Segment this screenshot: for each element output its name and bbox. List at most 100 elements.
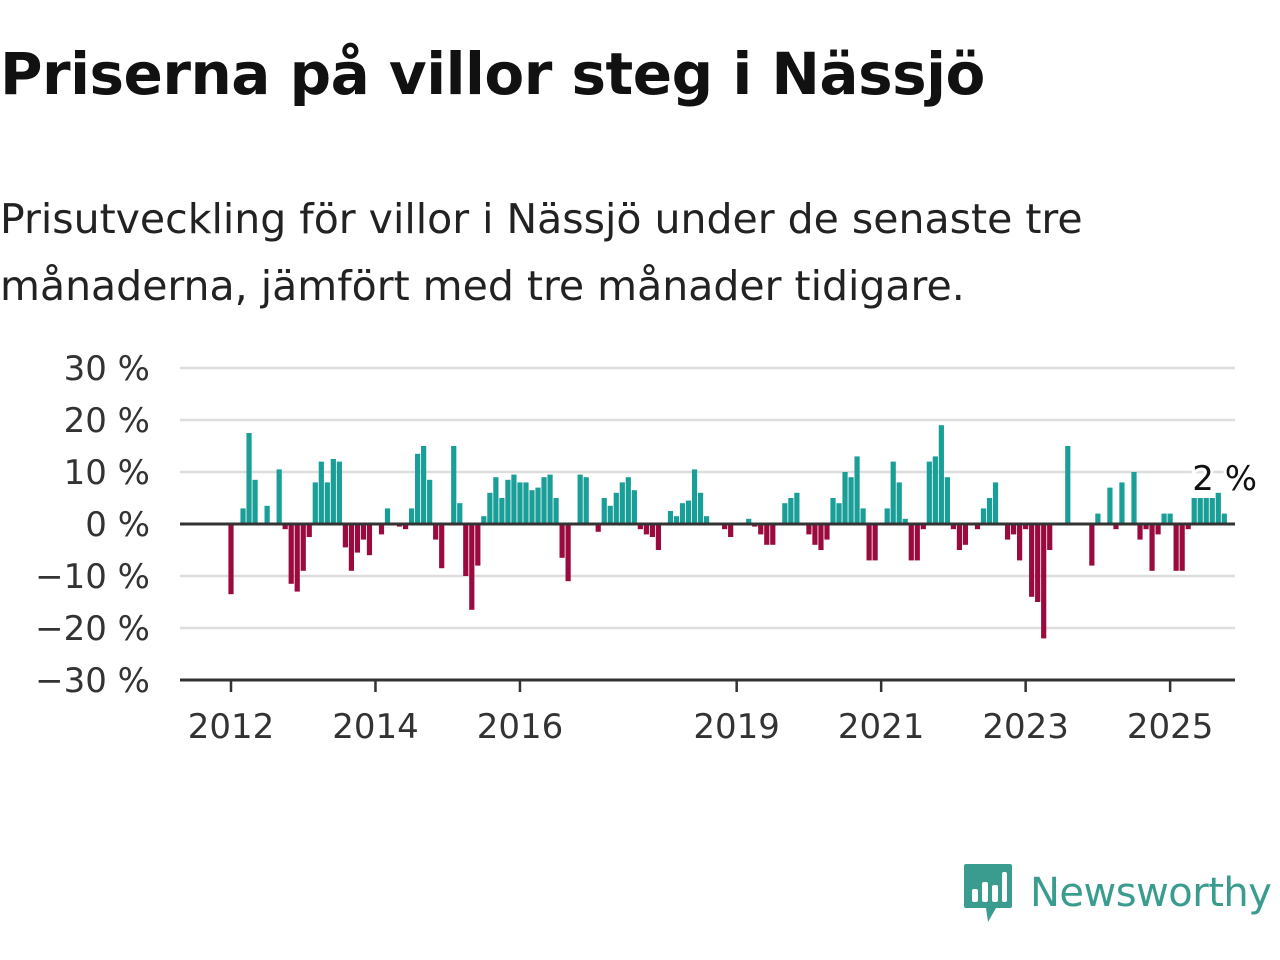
bar <box>475 524 481 566</box>
bar <box>1143 524 1149 530</box>
bar <box>613 492 619 524</box>
bar <box>992 482 999 524</box>
brand-logo: Newsworthy <box>962 862 1272 924</box>
bar <box>1221 513 1227 524</box>
y-tick-label: 0 % <box>85 505 150 545</box>
bar <box>330 459 336 524</box>
bar <box>354 524 361 553</box>
bar <box>649 524 655 537</box>
bar <box>565 524 571 582</box>
bar <box>1017 524 1023 561</box>
bar <box>487 492 493 524</box>
bar <box>728 524 734 537</box>
bar <box>848 477 854 524</box>
y-tick-label: 20 % <box>64 401 150 441</box>
bar <box>1023 524 1029 530</box>
bar <box>697 492 704 524</box>
bar <box>306 524 312 537</box>
bar <box>252 479 258 524</box>
bar <box>264 505 270 524</box>
bar <box>619 482 625 524</box>
bar <box>1167 513 1173 524</box>
bar <box>523 482 529 524</box>
y-tick-label: 10 % <box>64 453 150 493</box>
bar <box>679 503 686 524</box>
bar <box>300 524 306 571</box>
bar <box>908 524 914 561</box>
bar <box>950 524 956 530</box>
bar <box>722 524 728 530</box>
bar <box>860 508 866 524</box>
bar <box>842 472 848 524</box>
bar <box>577 474 583 524</box>
bar <box>240 508 246 524</box>
x-tick-label: 2025 <box>1127 707 1214 747</box>
bar <box>553 498 559 524</box>
bar <box>836 503 842 524</box>
bar <box>932 456 938 524</box>
bar <box>493 477 499 524</box>
bar <box>481 516 487 524</box>
bar <box>457 503 463 524</box>
bar <box>402 524 409 530</box>
bar <box>288 524 294 584</box>
page-subtitle: Prisutveckling för villor i Nässjö under… <box>0 195 1083 310</box>
bar <box>866 524 872 561</box>
bar <box>1173 524 1179 571</box>
bar <box>366 524 373 556</box>
bar <box>499 498 505 524</box>
bar <box>1137 524 1143 540</box>
bar <box>812 524 818 545</box>
bar <box>595 524 601 532</box>
bar <box>324 482 330 524</box>
bar <box>415 453 421 524</box>
bar <box>1119 482 1125 524</box>
bar <box>818 524 824 550</box>
bar <box>926 461 932 524</box>
bar <box>1149 524 1155 571</box>
bar <box>1191 498 1197 524</box>
bar <box>1179 524 1185 571</box>
bar <box>1209 498 1215 524</box>
bar <box>1089 524 1095 566</box>
bar <box>1065 446 1071 524</box>
last-value-label: 2 % <box>1192 459 1257 499</box>
bar <box>282 524 288 530</box>
bar <box>409 508 415 524</box>
bar <box>318 461 324 524</box>
x-tick-label: 2016 <box>477 707 564 747</box>
bar <box>1161 513 1167 524</box>
bar <box>920 524 926 530</box>
bar <box>312 482 318 524</box>
bar <box>342 524 348 548</box>
bar <box>1197 498 1203 524</box>
bar <box>439 524 445 569</box>
bar <box>517 482 523 524</box>
bar <box>746 518 752 524</box>
y-tick-label: −20 % <box>35 609 150 649</box>
bar <box>980 508 987 524</box>
bar <box>631 490 637 524</box>
bar <box>559 524 565 558</box>
bar <box>914 524 920 561</box>
bar <box>673 516 680 524</box>
y-tick-label: −10 % <box>35 557 150 597</box>
bar <box>601 498 607 524</box>
bar <box>1011 524 1017 535</box>
bar <box>1131 472 1137 524</box>
bar <box>384 508 391 524</box>
bar <box>986 498 993 524</box>
bar <box>655 524 662 550</box>
bar <box>360 524 367 540</box>
bar <box>1029 524 1035 597</box>
bar <box>1047 524 1053 550</box>
bar <box>336 461 342 524</box>
bar <box>1113 524 1119 530</box>
bar <box>463 524 469 576</box>
bar <box>770 524 776 545</box>
bar <box>625 477 631 524</box>
brand-name: Newsworthy <box>1030 870 1272 916</box>
bar <box>511 474 517 524</box>
bar <box>451 446 457 524</box>
bar <box>1041 524 1047 639</box>
